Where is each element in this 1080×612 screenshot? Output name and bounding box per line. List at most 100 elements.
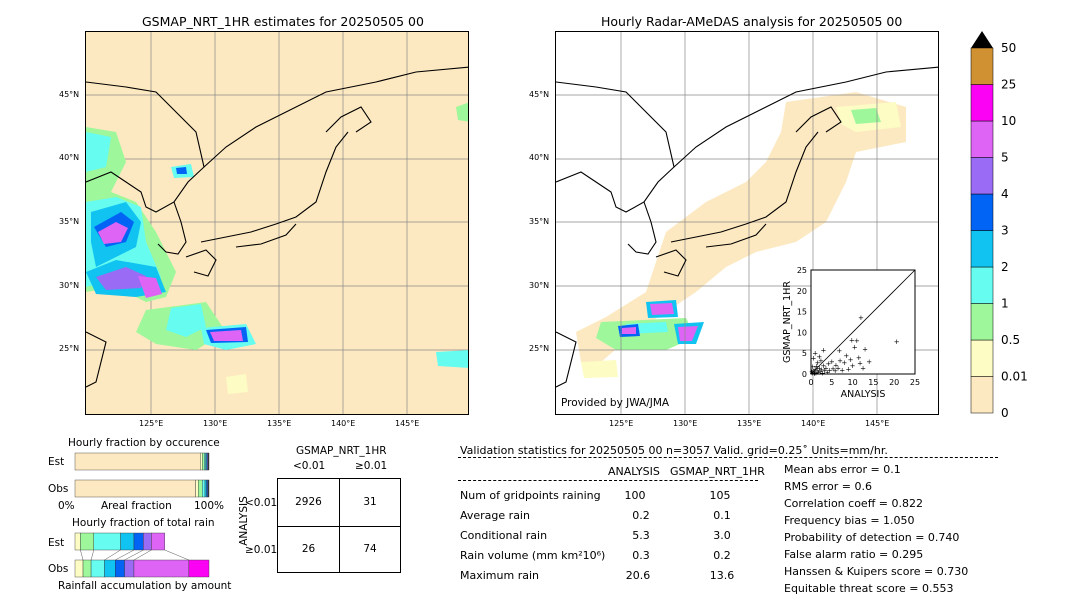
scatter-y-tick: 20 — [797, 287, 807, 296]
colorbar-label: 5 — [1001, 151, 1009, 165]
left-x-tick-130: 130°E — [203, 419, 228, 428]
occurrence-bars — [74, 452, 210, 498]
scatter-point: + — [812, 370, 818, 378]
scatter-point: + — [816, 364, 822, 372]
colorbar-cell — [970, 230, 994, 268]
stacked-bar-segment — [80, 532, 94, 551]
right-y-tick-30: 30°N — [529, 281, 550, 290]
colorbar-label: 50 — [1001, 41, 1016, 55]
score-pod: Probability of detection = 0.740 — [784, 531, 960, 544]
right-y-tick-45: 45°N — [529, 90, 550, 99]
score-rms: RMS error = 0.6 — [784, 480, 872, 493]
right-y-tick-40: 40°N — [529, 153, 550, 162]
scatter-point: + — [837, 357, 843, 365]
contingency-col-lt: <0.01 — [293, 460, 326, 472]
scatter-x-tick: 0 — [808, 378, 813, 387]
occurrence-title: Hourly fraction by occurence — [68, 437, 220, 449]
credit-text: Provided by JWA/JMA — [561, 397, 670, 409]
stacked-bar-segment — [208, 452, 210, 471]
stacked-bar-segment — [202, 452, 205, 471]
right-coastline — [556, 66, 938, 388]
right-map-title: Hourly Radar-AMeDAS analysis for 2025050… — [601, 14, 903, 29]
scatter-point: + — [835, 364, 841, 372]
validation-row-label: Maximum rain — [460, 569, 539, 582]
left-x-tick-145: 145°E — [395, 419, 420, 428]
contingency-cell: 2926 — [295, 496, 322, 508]
scatter-x-tick: 10 — [848, 378, 858, 387]
scatter-point: + — [849, 336, 855, 344]
scatter-point: + — [858, 314, 864, 322]
left-y-tick-30: 30°N — [59, 281, 80, 290]
scatter-point: + — [841, 359, 847, 367]
validation-row-gsmap: 0.2 — [713, 549, 731, 562]
score-mae: Mean abs error = 0.1 — [784, 463, 901, 476]
scatter-point: + — [817, 368, 823, 376]
rainfrac-xlabel: Rainfall accumulation by amount — [58, 580, 232, 592]
scatter-point: + — [814, 367, 820, 375]
validation-row-analysis: 0.2 — [632, 509, 650, 522]
scatter-point: + — [836, 347, 842, 355]
left-y-tick-25: 25°N — [59, 344, 80, 353]
stacked-bar-connector — [80, 549, 84, 561]
scatter-ylabel: GSMAP_NRT_1HR — [782, 281, 793, 363]
left-coastline — [86, 66, 468, 388]
stacked-bar-segment — [120, 532, 135, 551]
scatter-point: + — [812, 350, 818, 358]
colorbar-cell — [970, 157, 994, 195]
left-x-tick-140: 140°E — [331, 419, 356, 428]
rainfrac-title: Hourly fraction of total rain — [72, 517, 215, 529]
scatter-diagonal — [810, 269, 916, 375]
stacked-bar-connector — [115, 549, 135, 561]
scatter-point: + — [813, 369, 819, 377]
scatter-point: + — [856, 354, 862, 362]
scatter-xlabel: ANALYSIS — [841, 389, 886, 400]
stacked-bar-segment — [195, 479, 199, 498]
stacked-bar-segment — [204, 479, 207, 498]
validation-row-analysis: 20.6 — [625, 569, 651, 582]
left-x-tick-135: 135°E — [267, 419, 292, 428]
scatter-point: + — [854, 337, 860, 345]
left-map-title: GSMAP_NRT_1HR estimates for 20250505 00 — [142, 14, 424, 29]
stacked-bar-connector — [104, 549, 121, 561]
colorbar-cell — [970, 120, 994, 158]
scatter-x-tick: 5 — [829, 378, 834, 387]
scatter-point: + — [852, 343, 858, 351]
scatter-point: + — [823, 365, 829, 373]
colorbar-label: 1 — [1001, 297, 1009, 311]
rainfrac-label-obs: Obs — [48, 563, 69, 575]
stacked-bar-segment — [104, 559, 116, 578]
scatter-point: + — [860, 364, 866, 372]
scatter-x-tick: 20 — [889, 378, 899, 387]
contingency-cell: 26 — [301, 543, 316, 555]
validation-row-label: Average rain — [460, 509, 530, 522]
stacked-bar-segment — [202, 479, 206, 498]
scatter-point: + — [826, 360, 832, 368]
validation-row-analysis: 0.3 — [632, 549, 650, 562]
score-bias: Frequency bias = 1.050 — [784, 514, 915, 527]
left-map-svg — [86, 32, 468, 414]
stacked-bar-segment — [74, 452, 201, 471]
scatter-point: + — [827, 366, 833, 374]
scatter-point: + — [810, 367, 816, 375]
scatter-point: + — [829, 358, 835, 366]
right-x-tick-140: 140°E — [801, 419, 826, 428]
colorbar-cell — [970, 376, 994, 414]
scatter-point: + — [815, 359, 821, 367]
right-map-svg — [556, 32, 938, 414]
validation-row-analysis: 100 — [624, 489, 646, 502]
stacked-bar-segment — [204, 452, 206, 471]
stacked-bar-segment — [90, 559, 105, 578]
validation-header: Validation statistics for 20250505 00 n=… — [460, 444, 888, 457]
right-y-tick-35: 35°N — [529, 217, 550, 226]
validation-row-gsmap: 3.0 — [713, 529, 731, 542]
scatter-point: + — [818, 366, 824, 374]
scatter-point: + — [810, 363, 816, 371]
scatter-point: + — [862, 346, 868, 354]
colorbar-extend-arrow — [971, 31, 993, 48]
validation-row-label: Conditional rain — [460, 529, 548, 542]
stacked-bar-segment — [74, 532, 81, 551]
scatter-point: + — [866, 358, 872, 366]
radar-coverage — [576, 92, 906, 362]
rainfrac-label-est: Est — [48, 537, 65, 549]
